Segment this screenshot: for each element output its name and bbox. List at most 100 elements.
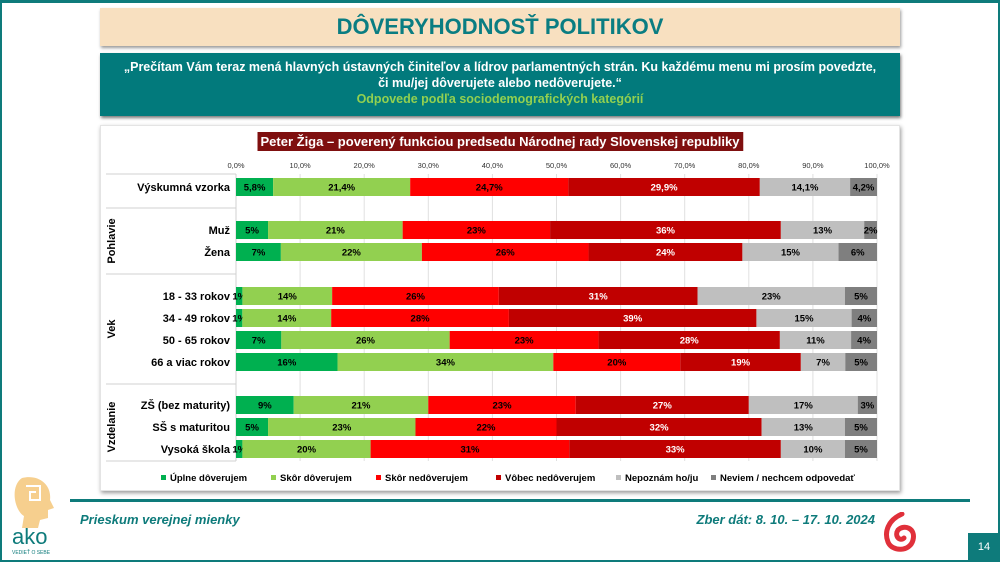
data-label: 28% — [680, 336, 700, 347]
bar-segment — [428, 396, 576, 414]
x-tick-label: 90,0% — [802, 161, 824, 170]
bar-segment — [780, 221, 865, 239]
bar-segment — [556, 418, 762, 436]
page-title: DÔVERYHODNOSŤ POLITIKOV — [100, 8, 900, 46]
data-label: 14% — [278, 292, 298, 303]
bar-segment — [293, 396, 429, 414]
bar-segment — [415, 418, 557, 436]
data-label: 1% — [232, 292, 246, 303]
bar-segment — [331, 309, 509, 327]
data-label: 20% — [297, 445, 317, 456]
row-label: ZŠ (bez maturity) — [141, 399, 231, 412]
bar-segment — [236, 418, 269, 436]
bar-segment — [410, 178, 569, 196]
bar-segment — [761, 418, 845, 436]
legend-swatch — [616, 475, 621, 480]
bar-segment — [800, 353, 846, 371]
data-label: 14% — [277, 314, 297, 325]
bar-segment — [268, 221, 403, 239]
data-label: 17% — [794, 401, 814, 412]
data-label: 5% — [854, 358, 868, 369]
bar-segment — [268, 418, 416, 436]
data-label: 23% — [332, 423, 352, 434]
x-tick-label: 20,0% — [354, 161, 376, 170]
bar-segment — [779, 331, 852, 349]
data-label: 7% — [252, 336, 266, 347]
bar-segment — [242, 440, 371, 458]
bar-segment — [236, 440, 243, 458]
data-label: 7% — [816, 358, 830, 369]
data-label: 19% — [731, 358, 751, 369]
bar-segment — [844, 287, 877, 305]
group-label: Vzdelanie — [106, 402, 118, 453]
bar-segment — [780, 440, 845, 458]
data-label: 22% — [342, 248, 362, 259]
bar-segment — [864, 221, 877, 239]
data-label: 4,2% — [853, 183, 875, 194]
x-tick-label: 30,0% — [418, 161, 440, 170]
bar-segment — [550, 221, 781, 239]
bar-segment — [337, 353, 554, 371]
bar-segment — [756, 309, 852, 327]
bar-segment — [236, 396, 294, 414]
question-subtitle: Odpovede podľa sociodemografických kateg… — [356, 92, 644, 106]
x-tick-label: 100,0% — [864, 161, 890, 170]
x-tick-label: 0,0% — [227, 161, 244, 170]
data-label: 14,1% — [791, 183, 818, 194]
row-label: Žena — [204, 246, 231, 259]
bar-segment — [844, 418, 877, 436]
bar-segment — [332, 287, 499, 305]
data-label: 28% — [411, 314, 431, 325]
footer-survey-label: Prieskum verejnej mienky — [80, 512, 240, 527]
legend-label: Nepoznám ho/ju — [625, 473, 699, 484]
data-label: 26% — [496, 248, 516, 259]
x-tick-label: 60,0% — [610, 161, 632, 170]
data-label: 1% — [232, 445, 246, 456]
data-label: 21,4% — [328, 183, 355, 194]
spiral-logo-icon — [882, 511, 916, 552]
footer-divider — [70, 499, 970, 502]
data-label: 32% — [650, 423, 670, 434]
bar-segment — [280, 243, 422, 261]
data-label: 23% — [467, 226, 487, 237]
data-label: 26% — [356, 336, 376, 347]
chart-title: Peter Žiga – poverený funkciou predsedu … — [261, 134, 741, 149]
data-label: 13% — [813, 226, 833, 237]
bar-segment — [759, 178, 851, 196]
x-tick-label: 40,0% — [482, 161, 504, 170]
row-label: 18 - 33 rokov — [163, 291, 231, 303]
data-label: 10% — [803, 445, 823, 456]
legend-label: Úplne dôverujem — [170, 472, 247, 484]
row-label: 66 a viac rokov — [151, 357, 231, 369]
bar-segment — [598, 331, 780, 349]
bar-segment — [742, 243, 839, 261]
group-label: Pohlavie — [106, 218, 118, 263]
data-label: 21% — [351, 401, 371, 412]
data-label: 13% — [794, 423, 814, 434]
bar-segment — [281, 331, 450, 349]
bar-segment — [236, 331, 282, 349]
data-label: 22% — [476, 423, 496, 434]
x-tick-label: 10,0% — [289, 161, 311, 170]
bar-segment — [242, 287, 333, 305]
legend-swatch — [161, 475, 166, 480]
data-label: 16% — [277, 358, 297, 369]
data-label: 23% — [515, 336, 535, 347]
bar-segment — [236, 243, 281, 261]
legend-swatch — [271, 475, 276, 480]
bar-segment — [568, 178, 760, 196]
data-label: 39% — [623, 314, 643, 325]
legend-label: Vôbec nedôverujem — [505, 473, 595, 484]
bar-segment — [498, 287, 698, 305]
row-label: Výskumná vzorka — [137, 182, 231, 194]
bar-segment — [508, 309, 757, 327]
question-text: „Prečítam Vám teraz mená hlavných ústavn… — [123, 60, 877, 90]
footer-date-range: Zber dát: 8. 10. – 17. 10. 2024 — [696, 512, 876, 527]
page-number: 14 — [968, 533, 1000, 561]
data-label: 1% — [232, 314, 246, 325]
legend-swatch — [376, 475, 381, 480]
legend-swatch — [496, 475, 501, 480]
bar-segment — [838, 243, 877, 261]
data-label: 5,8% — [244, 183, 266, 194]
bar-segment — [844, 440, 877, 458]
